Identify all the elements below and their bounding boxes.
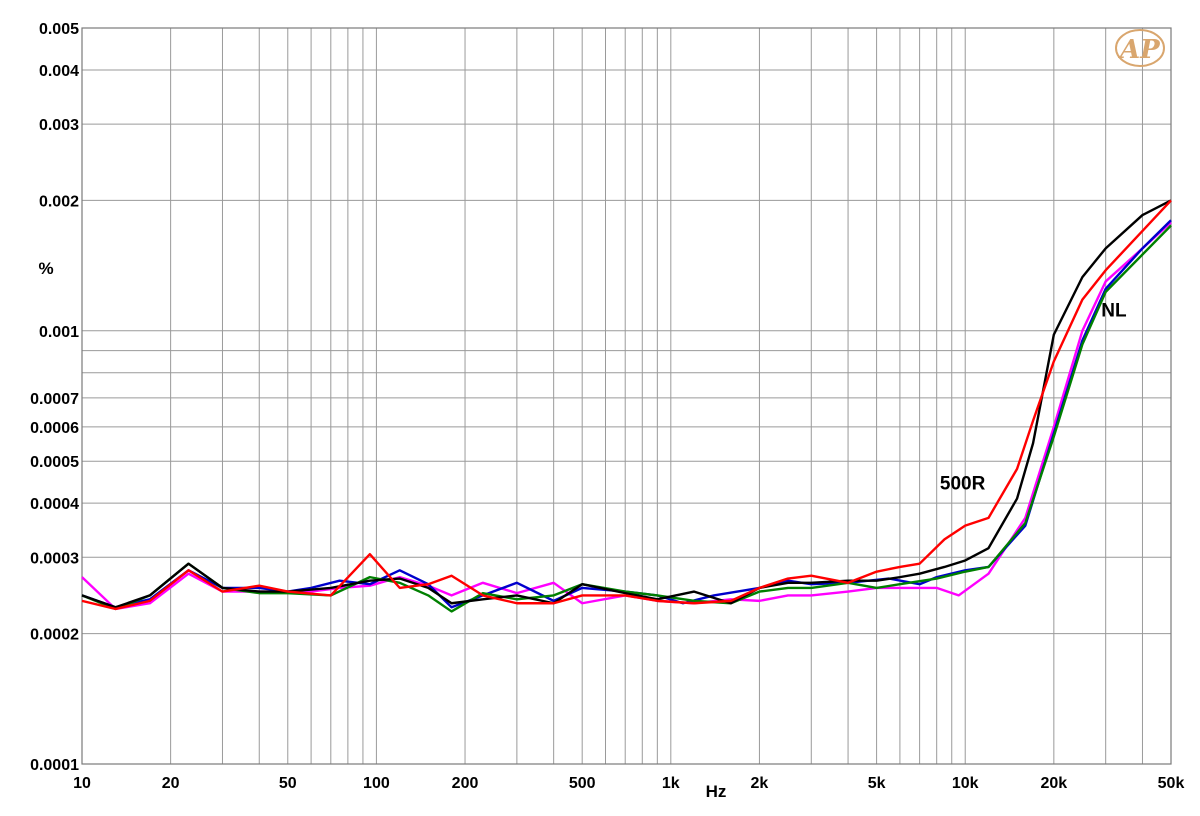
x-tick-label: 200	[452, 775, 479, 792]
x-tick-label: 5k	[868, 775, 886, 792]
x-tick-label: 50k	[1158, 775, 1185, 792]
x-axis-label: Hz	[706, 782, 727, 801]
ap-logo-ring	[1115, 29, 1165, 67]
y-axis-label: %	[38, 259, 53, 278]
series-layer	[81, 199, 1172, 613]
y-tick-label: 0.005	[39, 21, 79, 38]
annotation-label: NL	[1101, 300, 1127, 321]
y-tick-label: 0.0004	[30, 496, 79, 513]
x-tick-label: 10	[73, 775, 91, 792]
tick-labels: 10 20 50 100 200 500 1k 2k 5k 10k 20k 50k 0.0001 0.00…	[30, 21, 1184, 792]
y-tick-label: 0.0006	[30, 420, 79, 437]
x-tick-label: 2k	[751, 775, 769, 792]
x-tick-label: 50	[279, 775, 297, 792]
ap-logo-text: AP	[1117, 35, 1161, 65]
y-tick-label: 0.004	[39, 63, 79, 80]
x-tick-label: 500	[569, 775, 596, 792]
y-tick-label: 0.003	[39, 117, 79, 134]
x-tick-label: 100	[363, 775, 390, 792]
y-tick-label: 0.0007	[30, 391, 79, 408]
series-line-4	[81, 199, 1172, 611]
y-tick-label: 0.001	[39, 324, 79, 341]
annotation-label: 500R	[940, 474, 986, 495]
y-tick-label: 0.002	[39, 193, 79, 210]
x-tick-label: 20	[162, 775, 180, 792]
y-tick-label: 0.0003	[30, 550, 79, 567]
x-tick-label: 10k	[952, 775, 979, 792]
series-line-2	[81, 224, 1172, 613]
x-tick-label: 20k	[1040, 775, 1067, 792]
y-tick-label: 0.0002	[30, 627, 79, 644]
ap-logo: AP	[1115, 29, 1165, 67]
y-tick-label: 0.0005	[30, 454, 79, 471]
x-tick-label: 1k	[662, 775, 680, 792]
annotations: NL 500R	[940, 300, 1127, 494]
plot-frame	[81, 27, 1172, 765]
series-line-0	[81, 221, 1172, 611]
series-line-1	[81, 219, 1172, 609]
y-tick-label: 0.0001	[30, 757, 79, 774]
grid	[81, 27, 1172, 765]
